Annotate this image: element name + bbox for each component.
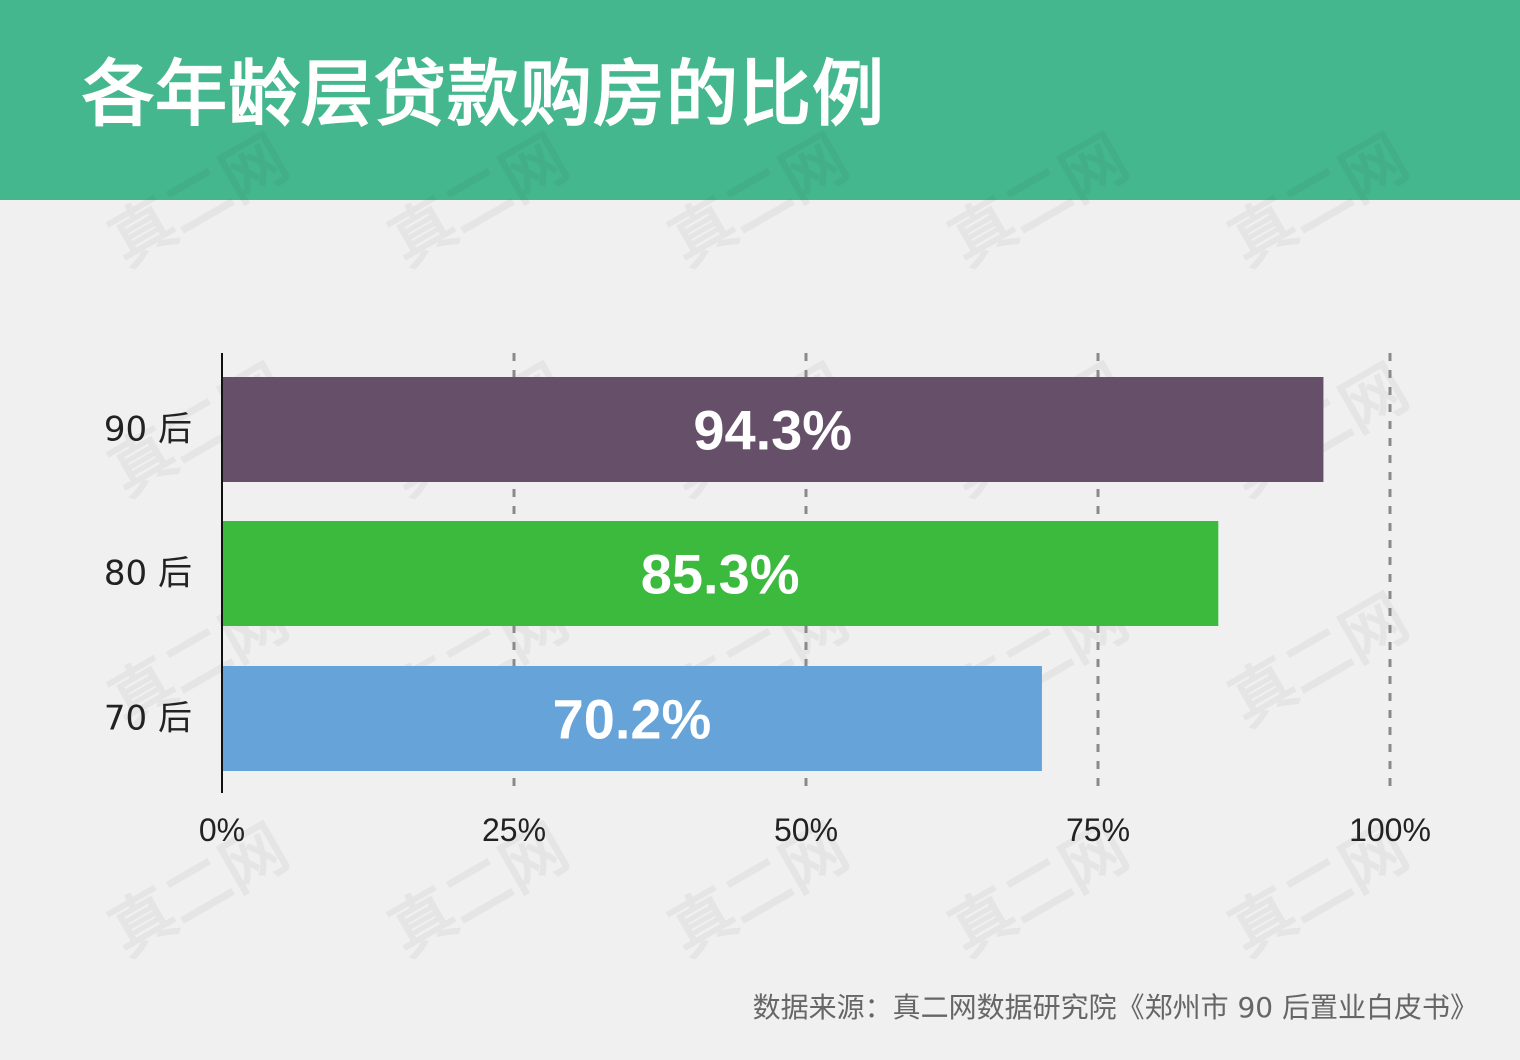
category-label: 70 后: [104, 699, 192, 739]
bar-2: [222, 666, 1042, 771]
header-banner: 各年龄层贷款购房的比例: [0, 0, 1520, 200]
category-label: 80 后: [104, 554, 192, 594]
bar-value-label: 94.3%: [693, 399, 852, 462]
x-tick-label: 100%: [1349, 812, 1431, 848]
source-note: 数据来源：真二网数据研究院《郑州市 90 后置业白皮书》: [752, 991, 1478, 1024]
bar-value-label: 85.3%: [641, 543, 800, 606]
x-tick-label: 50%: [774, 812, 838, 848]
x-tick-label: 0%: [199, 812, 245, 848]
page-title: 各年龄层贷款购房的比例: [82, 52, 886, 136]
bar-0: [222, 377, 1324, 482]
x-tick-label: 25%: [482, 812, 546, 848]
category-label: 90 后: [104, 410, 192, 450]
bar-value-label: 70.2%: [553, 688, 712, 751]
x-tick-label: 75%: [1066, 812, 1130, 848]
bar-1: [222, 521, 1219, 626]
